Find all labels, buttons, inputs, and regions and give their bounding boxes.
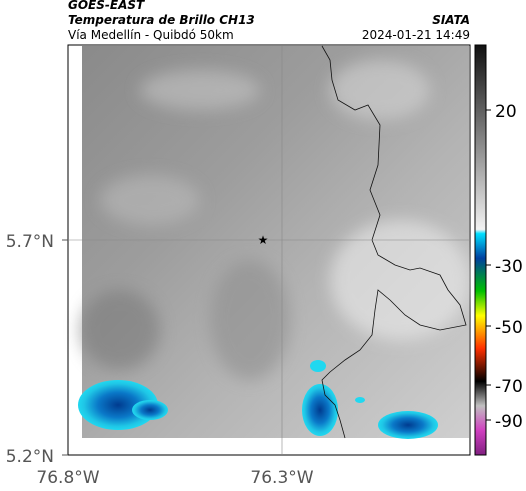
cold-cloud xyxy=(302,384,338,436)
cold-cloud xyxy=(132,400,168,420)
colorbar-ticks xyxy=(486,109,491,421)
colorbar-label: -70 xyxy=(495,377,523,397)
cold-cloud xyxy=(378,411,438,439)
lon-label: 76.8°W xyxy=(36,468,99,488)
cold-cloud xyxy=(310,360,326,372)
lon-label: 76.3°W xyxy=(250,468,313,488)
satellite-image xyxy=(78,46,470,439)
lat-label: 5.7°N xyxy=(6,232,54,252)
subtitle: Temperatura de Brillo CH13 xyxy=(68,13,255,27)
colorbar-label: -50 xyxy=(495,318,523,338)
cloud-texture xyxy=(80,60,470,380)
title: GOES-EAST xyxy=(68,0,145,12)
colorbar xyxy=(474,44,487,456)
colorbar-label: 20 xyxy=(495,102,517,122)
lat-label: 5.2°N xyxy=(6,447,54,467)
colorbar-label: -90 xyxy=(495,412,523,432)
cold-cloud xyxy=(78,380,158,430)
region: Vía Medellín - Quibdó 50km xyxy=(68,28,234,42)
colorbar-label: -30 xyxy=(495,257,523,277)
agency: SIATA xyxy=(432,13,470,27)
location-star: ★ xyxy=(258,233,269,247)
cold-cloud xyxy=(355,397,365,403)
border-line xyxy=(321,45,467,439)
timestamp: 2024-01-21 14:49 xyxy=(362,28,470,42)
